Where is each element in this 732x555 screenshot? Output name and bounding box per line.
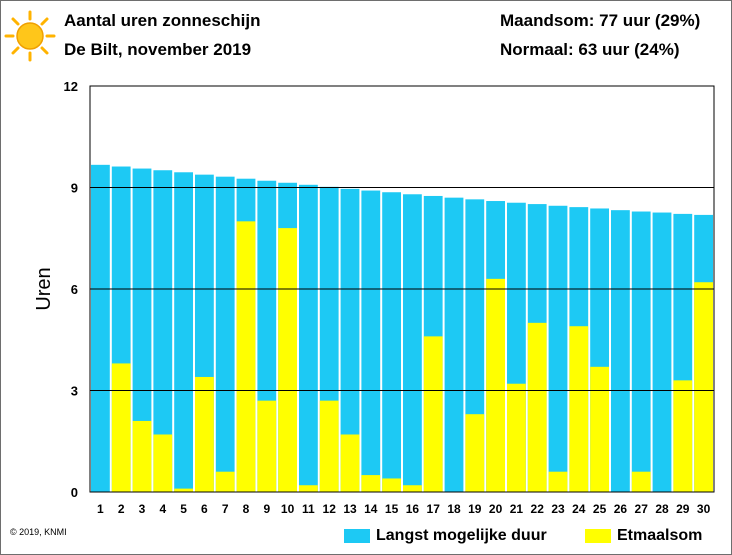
bar-max-day-1 [91, 164, 110, 492]
x-tick-label-10: 10 [281, 502, 295, 516]
y-tick-label-6: 6 [71, 282, 78, 297]
bar-max-day-28 [652, 212, 672, 492]
x-tick-label-21: 21 [510, 502, 524, 516]
bar-max-day-4 [153, 170, 173, 492]
y-axis-label: Uren [33, 267, 55, 310]
y-tick-label-3: 3 [71, 384, 78, 399]
bar-actual-day-14 [361, 475, 381, 492]
bar-actual-day-9 [257, 400, 277, 492]
x-tick-label-29: 29 [676, 502, 690, 516]
bar-actual-day-8 [236, 221, 256, 493]
bar-max-day-16 [403, 194, 422, 492]
x-tick-label-16: 16 [406, 502, 420, 516]
y-tick-label-9: 9 [71, 181, 78, 196]
x-tick-label-11: 11 [302, 502, 315, 516]
x-tick-label-23: 23 [551, 502, 565, 516]
bar-actual-day-30 [694, 282, 713, 492]
bar-actual-day-6 [195, 376, 214, 492]
bar-max-day-18 [444, 197, 464, 492]
x-tick-label-17: 17 [427, 502, 441, 516]
bar-actual-day-11 [299, 485, 318, 492]
x-tick-label-27: 27 [635, 502, 649, 516]
bar-actual-day-25 [590, 366, 609, 492]
x-tick-label-6: 6 [201, 502, 208, 516]
bar-actual-day-21 [507, 383, 526, 492]
x-tick-label-8: 8 [243, 502, 250, 516]
y-tick-label-0: 0 [71, 485, 78, 500]
x-tick-label-2: 2 [118, 502, 125, 516]
bar-actual-day-13 [340, 434, 360, 492]
legend-swatch-actual [585, 529, 611, 543]
bar-max-day-23 [548, 205, 568, 492]
bar-actual-day-4 [153, 434, 173, 492]
x-tick-label-7: 7 [222, 502, 229, 516]
legend-swatch-max [344, 529, 370, 543]
monthly-total: Maandsom: 77 uur (29%) [500, 11, 701, 30]
x-tick-label-12: 12 [323, 502, 337, 516]
x-tick-label-4: 4 [159, 502, 166, 516]
x-tick-label-1: 1 [97, 502, 104, 516]
bar-actual-day-15 [382, 478, 401, 492]
copyright-note: © 2019, KNMI [10, 527, 67, 537]
bar-actual-day-3 [132, 420, 152, 492]
legend-item-max: Langst mogelijke duur [344, 525, 547, 547]
bar-max-day-26 [611, 210, 630, 492]
bar-max-day-14 [361, 190, 381, 493]
bar-max-day-13 [340, 188, 360, 492]
sun-icon [4, 10, 56, 62]
x-tick-label-22: 22 [531, 502, 545, 516]
legend-label-actual: Etmaalsom [617, 527, 703, 544]
x-tick-label-5: 5 [180, 502, 187, 516]
bar-max-day-5 [174, 172, 193, 492]
x-tick-label-13: 13 [343, 502, 357, 516]
bar-actual-day-10 [278, 228, 297, 492]
bar-actual-day-12 [319, 400, 339, 492]
bar-actual-day-23 [548, 471, 568, 492]
plot-area-border [89, 85, 715, 493]
chart-title: Aantal uren zonneschijn [64, 11, 261, 30]
bar-actual-day-7 [215, 471, 235, 492]
x-tick-label-14: 14 [364, 502, 378, 516]
legend-item-actual: Etmaalsom [585, 525, 702, 547]
bar-max-day-15 [382, 192, 401, 492]
bar-actual-day-17 [423, 336, 443, 492]
bar-max-day-27 [631, 211, 651, 492]
bar-actual-day-16 [403, 485, 422, 492]
x-tick-label-3: 3 [139, 502, 146, 516]
bar-actual-day-19 [465, 414, 485, 492]
legend-label-max: Langst mogelijke duur [376, 527, 547, 544]
x-tick-label-9: 9 [263, 502, 270, 516]
x-tick-label-26: 26 [614, 502, 628, 516]
x-tick-label-28: 28 [655, 502, 669, 516]
chart-subtitle: De Bilt, november 2019 [64, 40, 252, 59]
bar-actual-day-24 [569, 326, 589, 492]
x-tick-label-20: 20 [489, 502, 503, 516]
y-tick-label-12: 12 [64, 79, 78, 94]
x-tick-label-30: 30 [697, 502, 711, 516]
normal-total: Normaal: 63 uur (24%) [500, 40, 680, 59]
x-tick-label-19: 19 [468, 502, 482, 516]
bar-actual-day-22 [527, 322, 547, 492]
bar-actual-day-5 [174, 488, 193, 492]
bar-actual-day-27 [631, 471, 651, 492]
bar-max-day-7 [215, 176, 235, 492]
bar-max-day-3 [132, 168, 152, 492]
x-tick-label-18: 18 [447, 502, 461, 516]
bar-max-day-11 [299, 184, 318, 492]
x-tick-label-24: 24 [572, 502, 586, 516]
bar-actual-day-2 [111, 363, 131, 492]
bar-actual-day-29 [673, 380, 693, 492]
x-tick-label-25: 25 [593, 502, 607, 516]
x-tick-label-15: 15 [385, 502, 399, 516]
bar-actual-day-20 [486, 278, 505, 492]
